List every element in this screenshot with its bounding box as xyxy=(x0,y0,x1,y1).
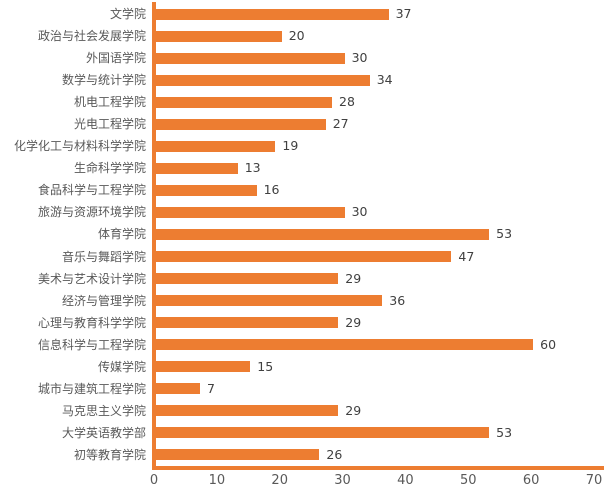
category-label: 外国语学院 xyxy=(85,51,146,66)
bar xyxy=(156,449,320,461)
bar xyxy=(156,206,345,218)
value-label: 29 xyxy=(345,314,362,330)
category-label: 政治与社会发展学院 xyxy=(37,29,146,44)
bar xyxy=(156,405,339,417)
bar xyxy=(156,361,251,373)
value-label: 34 xyxy=(376,72,393,88)
x-tick-label: 0 xyxy=(149,473,159,488)
category-label: 城市与建筑工程学院 xyxy=(37,381,146,396)
category-label: 生命科学学院 xyxy=(73,161,146,176)
y-axis-line xyxy=(152,2,156,466)
category-label: 旅游与资源环境学院 xyxy=(37,205,146,220)
bar xyxy=(156,52,345,64)
value-label: 15 xyxy=(257,358,274,374)
x-tick-label: 30 xyxy=(334,473,351,488)
value-label: 19 xyxy=(282,138,299,154)
bar xyxy=(156,229,490,240)
value-label: 30 xyxy=(351,204,368,220)
value-label: 53 xyxy=(496,226,513,242)
category-label: 机电工程学院 xyxy=(73,95,146,110)
value-label: 13 xyxy=(244,160,261,176)
x-tick-label: 40 xyxy=(397,473,414,488)
category-label: 大学英语教学部 xyxy=(61,425,146,440)
x-axis-line xyxy=(152,466,604,470)
bar xyxy=(156,30,282,42)
bar xyxy=(156,184,257,196)
bar xyxy=(156,251,452,263)
bar xyxy=(156,74,370,86)
bar xyxy=(156,317,339,329)
bar xyxy=(156,339,534,351)
bar xyxy=(156,273,339,285)
value-label: 16 xyxy=(263,182,280,198)
value-label: 60 xyxy=(540,336,557,352)
value-label: 29 xyxy=(345,402,362,418)
category-label: 初等教育学院 xyxy=(73,447,146,462)
category-label: 传媒学院 xyxy=(97,359,146,374)
category-label: 文学院 xyxy=(109,7,146,21)
category-label: 光电工程学院 xyxy=(73,117,146,132)
x-tick-label: 20 xyxy=(271,473,288,488)
value-label: 36 xyxy=(389,292,406,308)
value-label: 37 xyxy=(395,6,412,21)
value-label: 26 xyxy=(326,446,343,462)
category-label: 心理与教育科学学院 xyxy=(37,315,146,330)
value-label: 29 xyxy=(345,270,362,286)
category-label: 信息科学与工程学院 xyxy=(37,337,146,352)
x-tick-label: 60 xyxy=(522,473,540,488)
value-label: 47 xyxy=(458,248,475,264)
category-label: 音乐与舞蹈学院 xyxy=(61,249,146,264)
bar xyxy=(156,162,238,174)
category-label: 经济与管理学院 xyxy=(61,293,146,308)
value-label: 7 xyxy=(207,380,215,396)
category-label: 体育学院 xyxy=(97,227,146,242)
value-label: 30 xyxy=(351,50,368,66)
bar xyxy=(156,295,383,307)
category-label: 数学与统计学院 xyxy=(61,73,146,88)
x-tick-label: 10 xyxy=(208,473,226,488)
category-label: 食品科学与工程学院 xyxy=(37,183,146,198)
value-label: 53 xyxy=(496,424,513,440)
category-label: 化学化工与材料科学学院 xyxy=(13,139,146,154)
category-label: 马克思主义学院 xyxy=(61,403,146,418)
bar xyxy=(156,118,326,130)
value-label: 20 xyxy=(288,28,305,44)
x-tick-label: 70 xyxy=(585,473,603,488)
value-label: 28 xyxy=(339,94,355,110)
x-tick-label: 50 xyxy=(460,473,477,488)
bar xyxy=(156,8,389,20)
bar xyxy=(156,427,490,439)
bar xyxy=(156,140,276,152)
value-label: 27 xyxy=(332,116,349,132)
bar xyxy=(156,96,332,108)
bar xyxy=(156,383,200,395)
category-label: 美术与艺术设计学院 xyxy=(37,271,146,286)
